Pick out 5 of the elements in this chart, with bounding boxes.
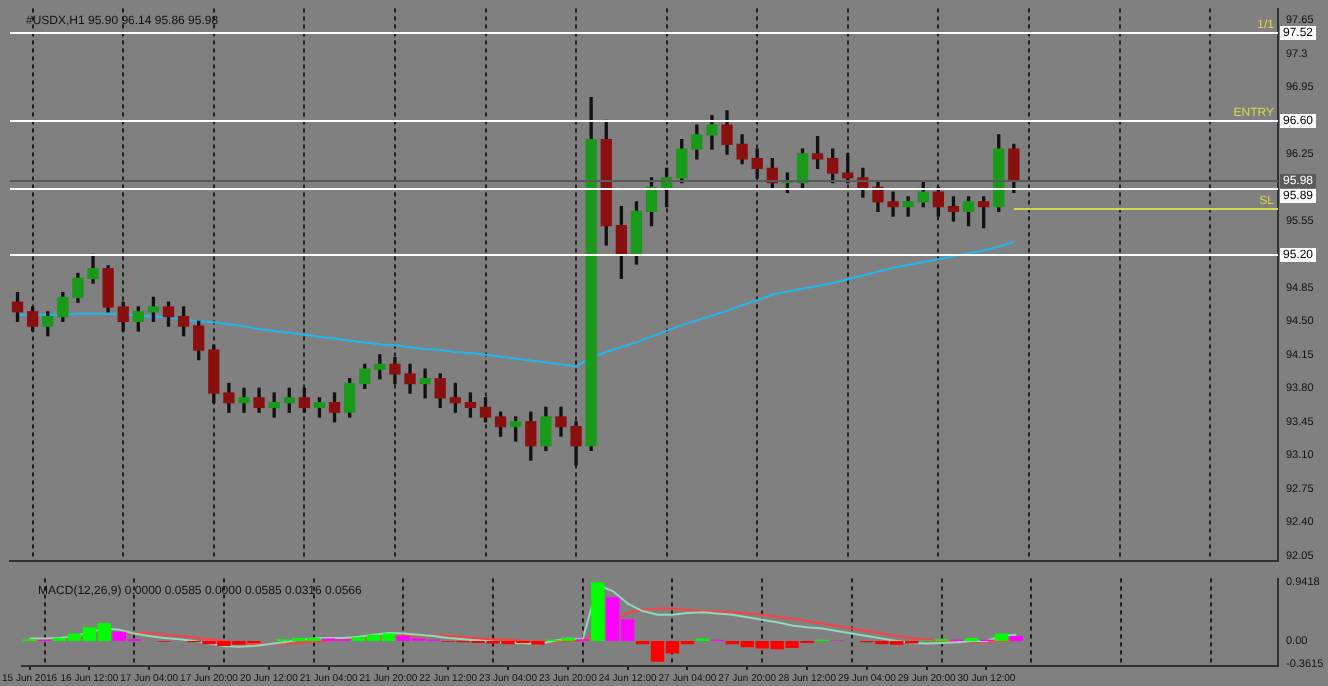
candlestick [419, 368, 431, 399]
bar [994, 633, 1009, 642]
candlestick [238, 387, 250, 413]
bar [1009, 636, 1024, 642]
bar [591, 582, 605, 642]
